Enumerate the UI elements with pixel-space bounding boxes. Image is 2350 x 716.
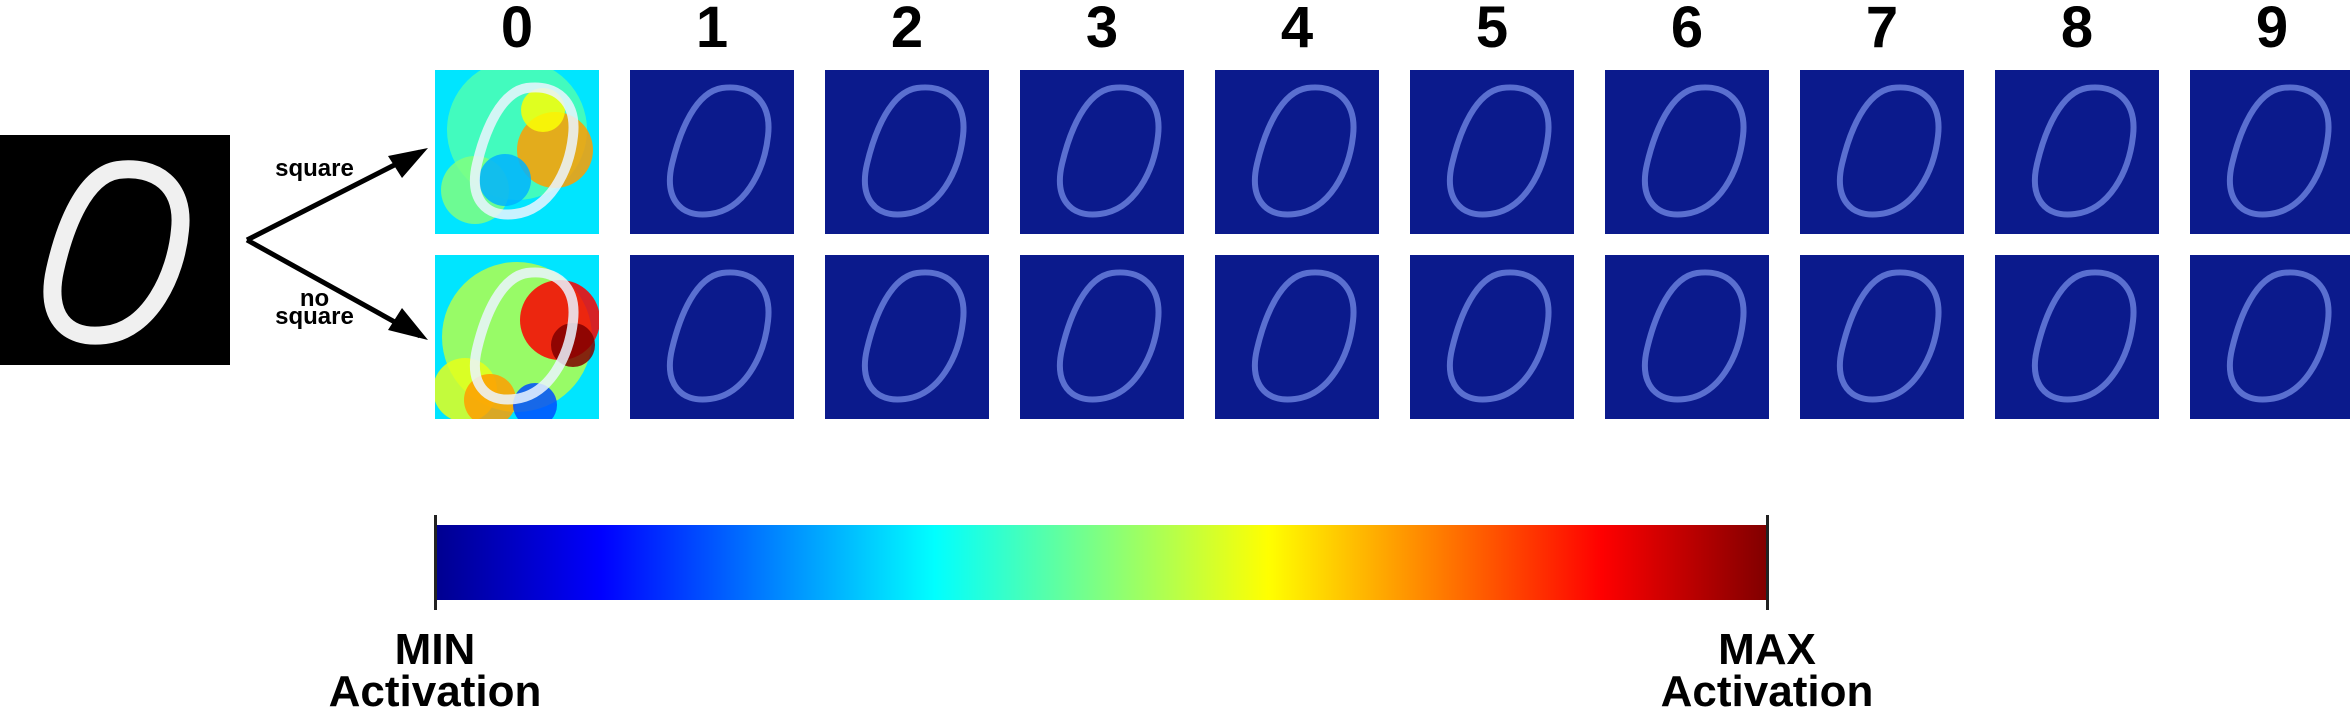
activation-map-square-class-2: [825, 70, 989, 234]
class-label-1: 1: [695, 0, 729, 60]
class-label-5: 5: [1475, 0, 1509, 60]
arrowhead-square: [388, 148, 428, 178]
activation-map-square-class-4: [1215, 70, 1379, 234]
class-label-4: 4: [1280, 0, 1314, 60]
colorbar-min-label-line1: MIN: [394, 625, 476, 674]
activation-map-square-class-9: [2190, 70, 2350, 234]
colorbar-min-label-line2: Activation: [328, 667, 542, 716]
colorbar-max-label-line1: MAX: [1718, 625, 1816, 674]
branch-label-no-square-line2: square: [275, 303, 354, 330]
activation-map-no-square-class-4: [1215, 255, 1379, 419]
class-label-8: 8: [2060, 0, 2094, 60]
branch-label-square: square: [275, 155, 354, 182]
activation-map-square-class-7: [1800, 70, 1964, 234]
activation-map-no-square-class-2: [825, 255, 989, 419]
digit-zero-glyph: [43, 160, 190, 345]
colorbar: [435, 525, 1768, 600]
activation-map-no-square-class-3: [1020, 255, 1184, 419]
input-digit-image: [0, 135, 230, 365]
activation-map-no-square-class-7: [1800, 255, 1964, 419]
activation-map-no-square-class-0: [435, 255, 599, 419]
activation-map-square-class-6: [1605, 70, 1769, 234]
activation-map-square-class-1: [630, 70, 794, 234]
activation-map-square-class-5: [1410, 70, 1574, 234]
class-label-2: 2: [890, 0, 924, 60]
activation-map-square-class-3: [1020, 70, 1184, 234]
colorbar-max-tick: [1766, 515, 1769, 610]
class-label-6: 6: [1670, 0, 1704, 60]
activation-map-no-square-class-8: [1995, 255, 2159, 419]
activation-map-square-class-0: [435, 70, 599, 234]
colorbar-min-tick: [434, 515, 437, 610]
class-label-7: 7: [1865, 0, 1899, 60]
class-label-3: 3: [1085, 0, 1119, 60]
class-label-0: 0: [500, 0, 534, 60]
activation-map-no-square-class-6: [1605, 255, 1769, 419]
activation-map-square-class-8: [1995, 70, 2159, 234]
activation-map-no-square-class-9: [2190, 255, 2350, 419]
activation-map-no-square-class-5: [1410, 255, 1574, 419]
class-label-9: 9: [2255, 0, 2289, 60]
arrowhead-no-square: [388, 308, 428, 340]
colorbar-max-label-line2: Activation: [1660, 667, 1874, 716]
activation-map-no-square-class-1: [630, 255, 794, 419]
